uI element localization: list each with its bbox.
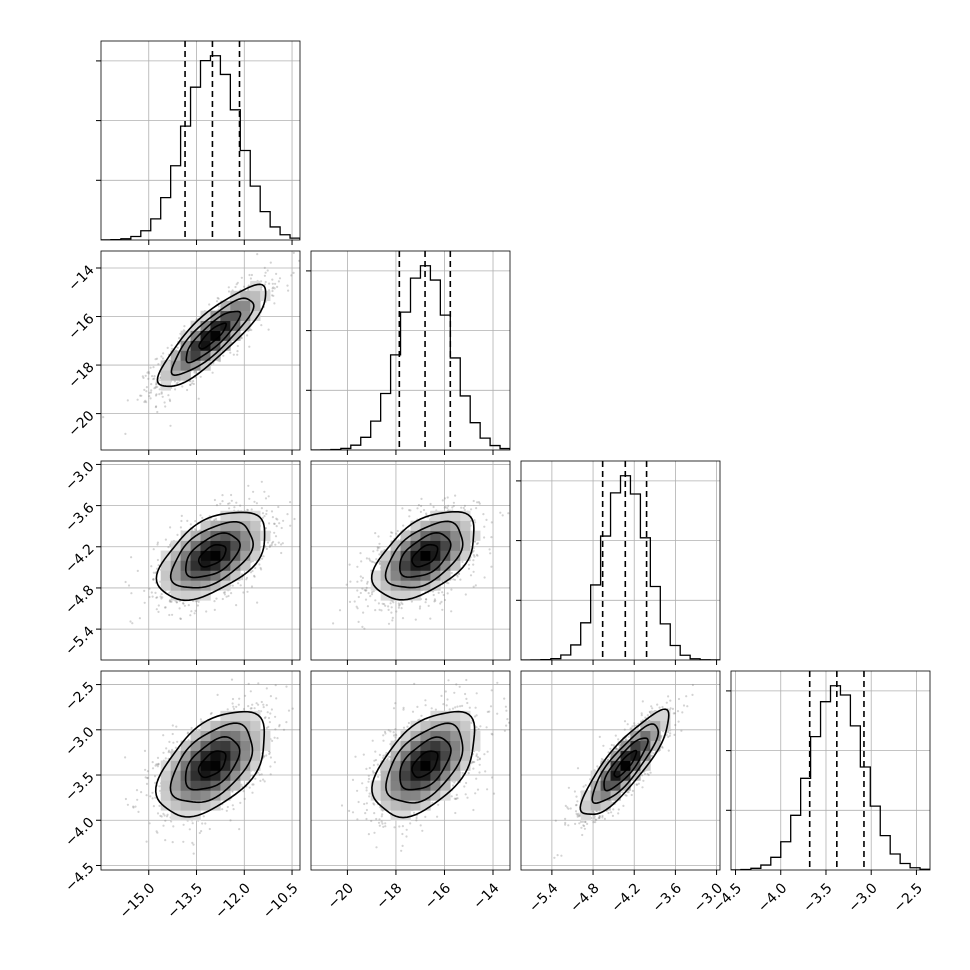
contour-2	[591, 723, 660, 805]
contour-0	[411, 543, 439, 568]
contour-3	[371, 710, 476, 819]
y-tick-label: −3.0	[62, 459, 97, 494]
panel-3-2: −5.4 −4.8 −4.2 −3.6 −3.0	[520, 670, 726, 916]
contour-1	[184, 736, 241, 791]
x-tick-label: −15.0	[117, 880, 159, 922]
y-tick-label: −20	[65, 408, 97, 440]
panel-3-1: −20 −18 −16 −14	[310, 670, 511, 913]
panel-2-1	[310, 460, 511, 665]
x-tick-label: −2.5	[891, 880, 926, 915]
contour-3	[154, 710, 266, 818]
x-tick-label: −3.0	[845, 880, 880, 915]
panel-frame	[100, 670, 301, 871]
contour-0	[197, 750, 227, 779]
panel-0-0	[96, 40, 301, 245]
panel-frame	[310, 460, 511, 661]
x-tick-label: −13.5	[164, 880, 206, 922]
x-tick-label: −4.8	[567, 880, 602, 915]
x-tick-label: −4.2	[608, 880, 643, 915]
y-tick-label: −18	[65, 359, 97, 391]
y-tick-label: −3.6	[62, 500, 97, 535]
contour-1	[185, 310, 242, 364]
y-tick-label: −4.0	[62, 815, 97, 850]
y-tick-label: −2.5	[62, 679, 97, 714]
x-tick-label: −3.5	[800, 880, 835, 915]
x-tick-label: −12.0	[212, 880, 254, 922]
density-cells	[370, 510, 481, 601]
panel-2-0: −5.4 −4.8 −4.2 −3.6 −3.0	[62, 459, 301, 665]
contour-3	[155, 511, 266, 602]
x-tick-label: −3.6	[650, 880, 685, 915]
panel-frame	[100, 40, 301, 241]
histogram-3	[731, 685, 930, 870]
y-tick-label: −4.2	[62, 541, 97, 576]
contour-2	[170, 297, 255, 376]
histogram-2	[521, 475, 720, 660]
y-tick-label: −5.4	[62, 623, 97, 658]
contour-2	[384, 520, 464, 589]
x-tick-label: −10.5	[260, 880, 302, 922]
panel-frame	[520, 460, 721, 661]
panel-2-2	[516, 460, 721, 665]
x-tick-label: −4.0	[755, 880, 790, 915]
contour-3	[579, 708, 670, 816]
x-tick-label: −14	[470, 880, 502, 912]
contour-1	[184, 532, 241, 579]
contour-0	[198, 322, 227, 350]
panel-frame	[100, 250, 301, 451]
contour-0	[411, 750, 439, 779]
y-tick-label: −14	[65, 262, 97, 294]
contour-3	[156, 283, 267, 388]
y-tick-label: −3.5	[62, 769, 97, 804]
panel-frame	[310, 250, 511, 451]
x-tick-label: −16	[422, 880, 454, 912]
contour-3	[370, 510, 475, 601]
panel-frame	[730, 670, 931, 871]
panel-frame	[100, 460, 301, 661]
histogram-1	[311, 265, 510, 450]
y-tick-label: −16	[65, 311, 97, 343]
panel-3-3: −4.5 −4.0 −3.5 −3.0 −2.5	[710, 670, 931, 916]
y-tick-label: −4.5	[62, 860, 97, 895]
y-tick-label: −4.8	[62, 582, 97, 617]
x-tick-label: −20	[325, 880, 357, 912]
histogram-0	[101, 55, 300, 240]
x-tick-label: −18	[373, 880, 405, 912]
contour-1	[399, 736, 452, 791]
panel-frame	[310, 670, 511, 871]
density-cells	[160, 510, 271, 601]
panel-1-0: −20 −18 −16 −14	[65, 250, 301, 455]
y-tick-label: −3.0	[62, 724, 97, 759]
panel-3-0: −4.5 −4.0 −3.5 −3.0 −2.5 −15.0 −13.5 −12.0 −10.5	[62, 670, 302, 922]
contour-0	[197, 543, 227, 568]
panel-frame	[520, 670, 721, 871]
contour-1	[399, 532, 452, 578]
density-cells	[370, 710, 481, 821]
contour-2	[385, 722, 464, 804]
x-tick-label: −5.4	[526, 880, 561, 915]
contour-1	[603, 737, 649, 792]
contour-0	[613, 749, 638, 778]
contour-2	[169, 520, 254, 589]
panel-1-1	[306, 250, 511, 455]
contour-2	[169, 722, 254, 804]
